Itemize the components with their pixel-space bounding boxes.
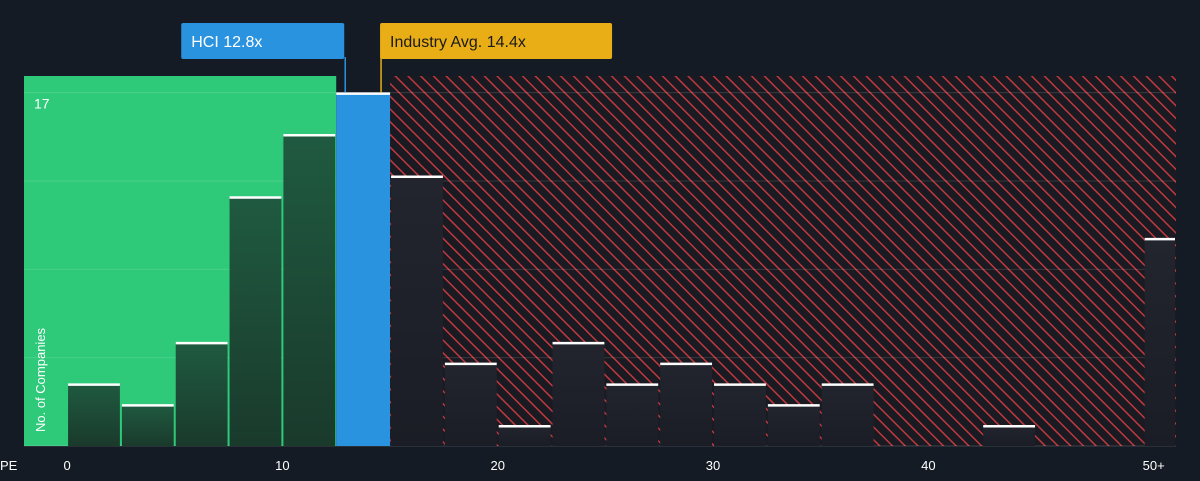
histogram-bar — [767, 404, 820, 446]
histogram-bar — [444, 362, 497, 446]
histogram-bar — [175, 342, 228, 446]
company-tag — [181, 23, 345, 59]
industry-tag-label: Industry Avg. 14.4x — [390, 34, 526, 51]
histogram-bar — [68, 383, 120, 446]
histogram-bar — [283, 134, 336, 446]
x-tick-label: 20 — [490, 458, 504, 473]
x-tick-label: 50+ — [1143, 458, 1165, 473]
histogram-bar — [229, 196, 282, 446]
y-max-label: 17 — [34, 96, 50, 112]
x-tick-label: 0 — [63, 458, 70, 473]
industry-tag — [380, 23, 613, 59]
histogram-bar — [983, 425, 1036, 446]
company-bar — [336, 92, 391, 446]
histogram-bar — [660, 362, 713, 446]
histogram-bar — [498, 425, 551, 446]
x-tick-label: 40 — [921, 458, 935, 473]
x-tick-label: 10 — [275, 458, 289, 473]
histogram-bar — [1144, 238, 1175, 446]
histogram-bar — [714, 383, 766, 446]
histogram-bar — [821, 383, 874, 446]
histogram-bar — [391, 175, 443, 447]
x-axis-title: PE — [0, 458, 18, 473]
company-tag-label: HCI 12.8x — [191, 34, 262, 51]
histogram-bar — [552, 342, 605, 446]
histogram-bar — [606, 383, 659, 446]
above-average-zone — [390, 76, 1177, 446]
histogram-bar — [121, 404, 174, 446]
y-axis-title: No. of Companies — [33, 327, 48, 432]
x-tick-label: 30 — [706, 458, 720, 473]
